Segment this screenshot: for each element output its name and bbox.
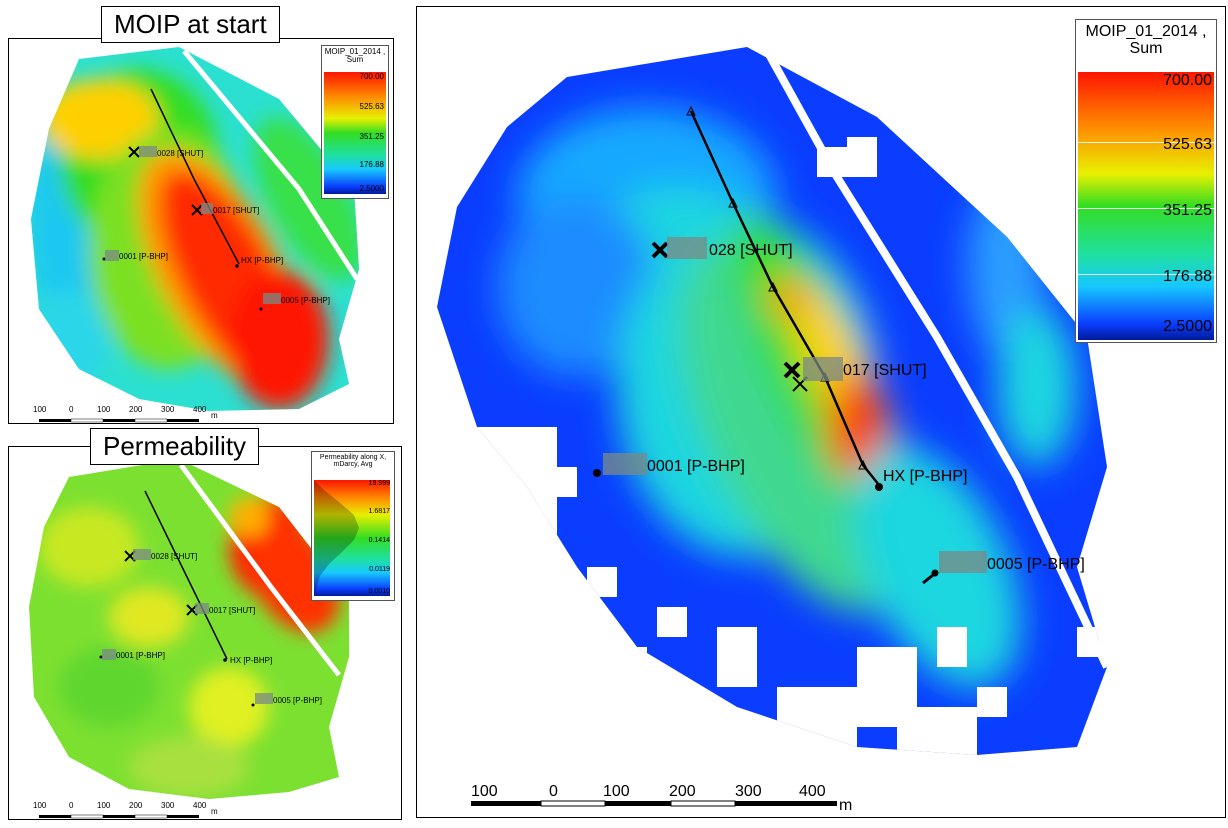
- svg-text:0001 [P-BHP]: 0001 [P-BHP]: [119, 252, 168, 261]
- svg-text:028 [SHUT]: 028 [SHUT]: [709, 242, 793, 259]
- legend-tick: 0.0010: [368, 588, 390, 595]
- svg-text:HX [P-BHP]: HX [P-BHP]: [230, 656, 272, 665]
- well-0001[interactable]: 0001 [P-BHP]: [102, 250, 168, 261]
- legend-tick: 351.25: [1163, 202, 1212, 219]
- hx-well-trajectory[interactable]: [689, 110, 880, 486]
- well-0005[interactable]: 0005 [P-BHP]: [922, 551, 1085, 585]
- moip-start-panel: 0028 [SHUT] 0017 [SHUT] 0001 [P-BHP] HX …: [8, 38, 394, 424]
- legend-divider: [1078, 142, 1214, 143]
- legend-tick: 700.00: [1163, 72, 1212, 89]
- well-0005[interactable]: 0005 [P-BHP]: [251, 693, 322, 707]
- svg-text:0017 [SHUT]: 0017 [SHUT]: [209, 606, 255, 615]
- well-0028[interactable]: 0028 [SHUT]: [124, 549, 197, 562]
- well-hx[interactable]: HX [P-BHP]: [875, 468, 967, 491]
- legend-tick: 1.6817: [368, 508, 390, 515]
- svg-text:0017 [SHUT]: 0017 [SHUT]: [213, 206, 259, 215]
- legend-divider: [1078, 274, 1214, 275]
- permeability-title: Permeability: [90, 428, 260, 465]
- scale-tick: 300: [161, 405, 175, 414]
- scale-tick: 100: [471, 783, 498, 800]
- svg-text:HX [P-BHP]: HX [P-BHP]: [883, 468, 967, 485]
- legend-title: Permeability along X, mDarcy, Avg: [319, 454, 387, 469]
- legend-colorbar: [324, 72, 386, 194]
- scale-unit: m: [211, 807, 218, 816]
- well-0001[interactable]: 0001 [P-BHP]: [99, 649, 165, 660]
- scale-tick: 200: [669, 783, 696, 800]
- legend-tick: 2.5000: [359, 184, 384, 193]
- svg-text:HX [P-BHP]: HX [P-BHP]: [241, 256, 283, 265]
- fault-line: [761, 45, 1111, 669]
- legend-tick: 700.00: [359, 72, 384, 81]
- scale-tick: 400: [193, 405, 207, 414]
- scale-tick: 100: [33, 405, 47, 414]
- svg-text:017 [SHUT]: 017 [SHUT]: [843, 362, 927, 379]
- scale-tick: 0: [69, 405, 74, 414]
- moip-large-legend: MOIP_01_2014 , Sum 700.00 525.63 351.25 …: [1075, 19, 1217, 343]
- legend-tick: 351.25: [359, 132, 384, 141]
- fault-line: [182, 49, 360, 281]
- moip-large-map: 028 [SHUT] 017 [SHUT] 0001 [P-BHP] HX [P…: [437, 45, 1111, 807]
- scale-unit: m: [839, 797, 853, 814]
- legend-tick: 176.88: [1163, 268, 1212, 285]
- well-0017[interactable]: 0017 [SHUT]: [191, 203, 259, 216]
- svg-text:0001 [P-BHP]: 0001 [P-BHP]: [116, 651, 165, 660]
- permeability-panel: 0028 [SHUT] 0017 [SHUT] 0001 [P-BHP] HX …: [8, 446, 402, 820]
- well-028[interactable]: 028 [SHUT]: [651, 237, 793, 259]
- scale-tick: 0: [549, 783, 558, 800]
- legend-tick: 176.88: [359, 160, 384, 169]
- scale-tick: 400: [799, 783, 826, 800]
- scale-unit: m: [211, 411, 218, 420]
- moip-start-map: 0028 [SHUT] 0017 [SHUT] 0001 [P-BHP] HX …: [31, 47, 360, 423]
- legend-tick: 0.0119: [369, 566, 390, 573]
- scale-bar: [471, 800, 837, 807]
- svg-text:0005 [P-BHP]: 0005 [P-BHP]: [281, 296, 330, 305]
- legend-tick: 2.5000: [1163, 318, 1212, 335]
- permeability-legend: Permeability along X, mDarcy, Avg 19.999…: [311, 451, 395, 601]
- scale-tick: 100: [97, 405, 111, 414]
- svg-text:0028 [SHUT]: 0028 [SHUT]: [151, 552, 197, 561]
- permeability-map: 0028 [SHUT] 0017 [SHUT] 0001 [P-BHP] HX …: [29, 459, 349, 819]
- scale-tick: 100: [33, 801, 47, 810]
- svg-text:0001 [P-BHP]: 0001 [P-BHP]: [647, 458, 745, 475]
- well-0001[interactable]: 0001 [P-BHP]: [593, 453, 745, 477]
- well-0005[interactable]: 0005 [P-BHP]: [259, 293, 330, 311]
- scale-tick: 200: [129, 405, 143, 414]
- hx-well-trajectory[interactable]: [144, 490, 228, 660]
- legend-tick: 525.63: [1163, 136, 1212, 153]
- legend-tick: 19.999: [368, 480, 390, 487]
- legend-histogram: [314, 480, 359, 596]
- scale-bar: [39, 418, 199, 423]
- svg-text:0005 [P-BHP]: 0005 [P-BHP]: [273, 696, 322, 705]
- scale-tick: 300: [161, 801, 175, 810]
- legend-tick: 525.63: [359, 102, 384, 111]
- scale-tick: 100: [603, 783, 630, 800]
- scale-tick: 400: [193, 801, 207, 810]
- svg-text:0028 [SHUT]: 0028 [SHUT]: [157, 149, 203, 158]
- scale-tick: 0: [69, 801, 74, 810]
- legend-divider: [1078, 208, 1214, 209]
- legend-title: MOIP_01_2014 , Sum: [324, 47, 386, 65]
- hx-well-trajectory[interactable]: [150, 88, 240, 265]
- moip-start-legend: MOIP_01_2014 , Sum 700.00 525.63 351.25 …: [321, 45, 389, 199]
- fault-line: [178, 463, 341, 677]
- legend-tick: 0.1414: [368, 537, 390, 544]
- well-0028[interactable]: 0028 [SHUT]: [128, 146, 203, 158]
- well-017[interactable]: 017 [SHUT]: [783, 357, 927, 392]
- legend-colorbar: [1078, 72, 1214, 340]
- moip-large-panel: 028 [SHUT] 017 [SHUT] 0001 [P-BHP] HX [P…: [416, 6, 1226, 818]
- scale-tick: 300: [735, 783, 762, 800]
- svg-text:0005 [P-BHP]: 0005 [P-BHP]: [987, 556, 1085, 573]
- legend-colorbar: [314, 480, 390, 596]
- scale-tick: 100: [97, 801, 111, 810]
- scale-tick: 200: [129, 801, 143, 810]
- scale-bar: [39, 814, 199, 819]
- moip-start-title: MOIP at start: [101, 6, 280, 43]
- well-hx[interactable]: HX [P-BHP]: [223, 656, 272, 665]
- well-hx[interactable]: HX [P-BHP]: [235, 256, 283, 268]
- well-0017[interactable]: 0017 [SHUT]: [186, 603, 255, 616]
- legend-title: MOIP_01_2014 , Sum: [1085, 23, 1207, 57]
